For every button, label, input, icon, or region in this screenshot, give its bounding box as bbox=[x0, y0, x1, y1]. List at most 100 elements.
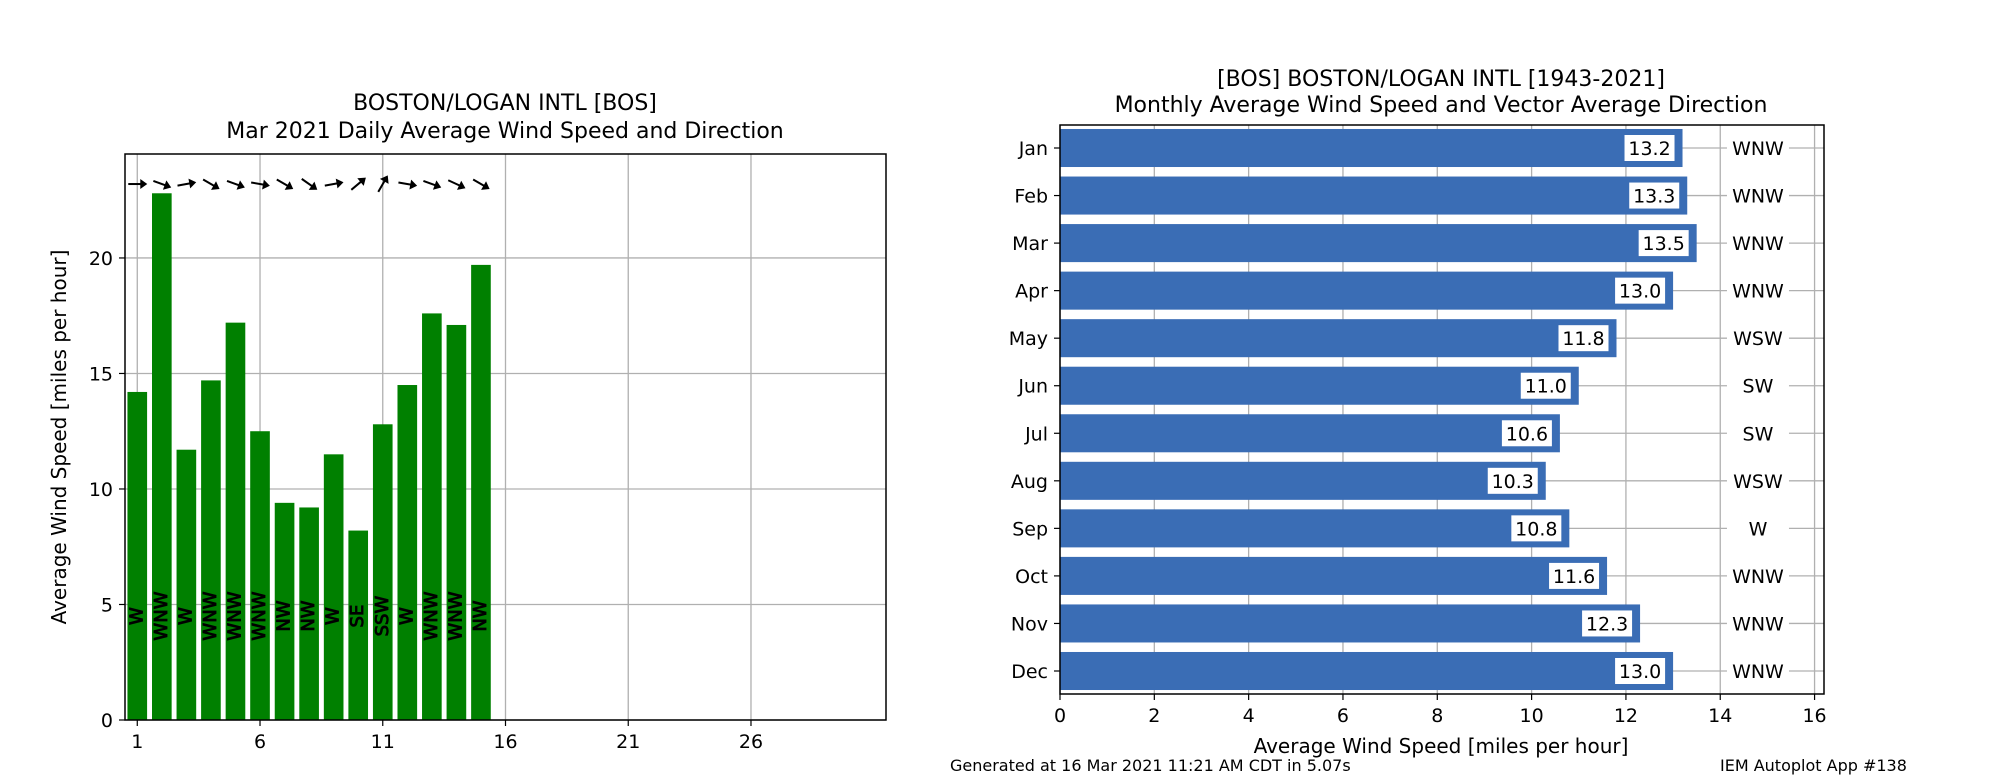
monthly-direction-label: WNW bbox=[1732, 613, 1784, 635]
wind-arrow-shaft bbox=[226, 180, 241, 187]
wind-arrow-head bbox=[262, 179, 270, 190]
left-y-tick-label: 15 bbox=[89, 363, 113, 385]
wind-arrow-shaft bbox=[447, 179, 462, 188]
direction-label-bg bbox=[1726, 231, 1789, 256]
wind-arrow bbox=[324, 178, 344, 189]
wind-arrow bbox=[472, 178, 490, 190]
daily-bar bbox=[348, 530, 369, 720]
wind-arrow bbox=[301, 178, 318, 190]
daily-direction-label: W bbox=[396, 607, 417, 625]
wind-arrow bbox=[128, 179, 148, 190]
wind-arrow bbox=[250, 179, 270, 190]
daily-bar bbox=[397, 385, 418, 720]
direction-label-bg bbox=[1726, 516, 1789, 541]
daily-bar bbox=[225, 322, 246, 720]
daily-wind-chart: BOSTON/LOGAN INTL [BOS] Mar 2021 Daily A… bbox=[47, 91, 887, 753]
wind-arrow bbox=[153, 180, 172, 190]
right-x-ticks: 0 2 4 6 8 10 12 14 16 bbox=[1054, 694, 1827, 727]
left-y-tick-label: 5 bbox=[101, 594, 113, 616]
monthly-bar bbox=[1060, 366, 1579, 405]
daily-direction-label: SSW bbox=[372, 596, 393, 637]
right-y-tick-label: Dec bbox=[1011, 661, 1048, 683]
value-label: 11.6 bbox=[1553, 566, 1595, 588]
left-x-tick-label: 21 bbox=[616, 731, 640, 753]
monthly-direction-label: W bbox=[1749, 518, 1768, 540]
left-direction-labels: W WNW W WNW WNW WNW NW NW W SE SSW W WNW WNW NW bbox=[126, 591, 492, 641]
right-x-axis-label: Average Wind Speed [miles per hour] bbox=[1254, 734, 1629, 758]
wind-arrow-shaft bbox=[177, 182, 192, 187]
right-direction-labels: WNW WNW WNW WNW WSW SW SW WSW W WNW WNW WNW bbox=[1726, 136, 1789, 683]
wind-arrow bbox=[423, 180, 442, 190]
daily-bar bbox=[176, 449, 197, 720]
monthly-bar bbox=[1060, 319, 1617, 358]
monthly-direction-label: SW bbox=[1743, 376, 1774, 398]
direction-label-bg bbox=[1726, 136, 1789, 160]
daily-direction-label: NW bbox=[470, 600, 491, 631]
wind-arrow-head bbox=[211, 181, 220, 190]
right-x-tick-label: 0 bbox=[1054, 705, 1066, 727]
monthly-direction-label: WNW bbox=[1732, 233, 1784, 255]
value-label: 11.0 bbox=[1525, 376, 1567, 398]
left-y-ticks: 0 5 10 15 20 bbox=[89, 248, 125, 732]
left-y-tick-label: 20 bbox=[89, 248, 113, 270]
daily-direction-label: WNW bbox=[224, 591, 245, 640]
value-label-bg bbox=[1511, 515, 1562, 542]
right-y-tick-label: Jun bbox=[1017, 376, 1048, 398]
left-wind-arrows bbox=[128, 175, 490, 193]
wind-arrow-shaft bbox=[472, 178, 486, 188]
value-label-bg bbox=[1624, 135, 1675, 161]
left-x-tick-label: 11 bbox=[371, 731, 395, 753]
value-label-bg bbox=[1558, 325, 1609, 352]
wind-arrow-head bbox=[236, 180, 245, 190]
wind-arrow-head bbox=[409, 179, 418, 190]
daily-bar bbox=[152, 193, 172, 721]
daily-direction-label: W bbox=[175, 607, 196, 625]
daily-direction-label: WNW bbox=[249, 591, 270, 640]
right-y-tick-label: Nov bbox=[1011, 613, 1048, 635]
left-x-tick-label: 6 bbox=[254, 731, 266, 753]
daily-bar bbox=[250, 431, 270, 720]
wind-arrow-head bbox=[379, 175, 389, 184]
monthly-bar bbox=[1060, 509, 1570, 548]
daily-bar bbox=[323, 454, 344, 720]
monthly-bar bbox=[1060, 176, 1688, 215]
daily-direction-label: WNW bbox=[421, 591, 442, 640]
wind-arrow-shaft bbox=[398, 181, 413, 186]
value-label-bg bbox=[1629, 182, 1680, 209]
right-y-tick-label: Jul bbox=[1024, 423, 1048, 445]
wind-arrow bbox=[226, 180, 245, 190]
direction-label-bg bbox=[1726, 659, 1789, 683]
value-label: 13.0 bbox=[1619, 281, 1661, 303]
left-bars bbox=[127, 193, 491, 721]
wind-arrow-head bbox=[140, 179, 148, 190]
monthly-bar bbox=[1060, 414, 1560, 453]
direction-label-bg bbox=[1726, 183, 1789, 208]
daily-direction-label: NW bbox=[274, 600, 295, 631]
right-value-labels: 13.2 13.3 13.5 13.0 11.8 11.0 10.6 10.3 10.8 11.6… bbox=[1487, 135, 1689, 684]
left-x-tick-label: 1 bbox=[131, 731, 143, 753]
value-label: 10.6 bbox=[1506, 423, 1548, 445]
daily-direction-label: WNW bbox=[445, 591, 466, 640]
direction-label-bg bbox=[1726, 468, 1789, 493]
value-label-bg bbox=[1582, 610, 1633, 637]
wind-arrow-shaft bbox=[153, 180, 167, 187]
daily-direction-label: W bbox=[323, 607, 344, 625]
monthly-direction-label: WNW bbox=[1732, 138, 1784, 160]
right-x-tick-label: 6 bbox=[1337, 705, 1349, 727]
right-chart-title: [BOS] BOSTON/LOGAN INTL [1943-2021] bbox=[1217, 67, 1665, 92]
wind-arrow-shaft bbox=[250, 181, 266, 186]
monthly-bar bbox=[1060, 556, 1608, 595]
left-x-tick-label: 26 bbox=[739, 731, 763, 753]
wind-arrow-head bbox=[357, 177, 366, 186]
monthly-bar bbox=[1060, 461, 1546, 500]
value-label: 10.3 bbox=[1492, 471, 1534, 493]
right-y-ticks: Jan Feb Mar Apr May Jun Jul Aug Sep Oct Nov Dec bbox=[1009, 138, 1060, 683]
right-y-tick-label: Oct bbox=[1015, 566, 1048, 588]
wind-arrow bbox=[398, 179, 418, 190]
direction-label-bg bbox=[1726, 611, 1789, 636]
monthly-direction-label: SW bbox=[1743, 423, 1774, 445]
wind-arrow-head bbox=[284, 181, 294, 190]
right-x-tick-label: 12 bbox=[1614, 705, 1638, 727]
value-label: 13.5 bbox=[1643, 233, 1685, 255]
daily-bar bbox=[201, 380, 221, 720]
